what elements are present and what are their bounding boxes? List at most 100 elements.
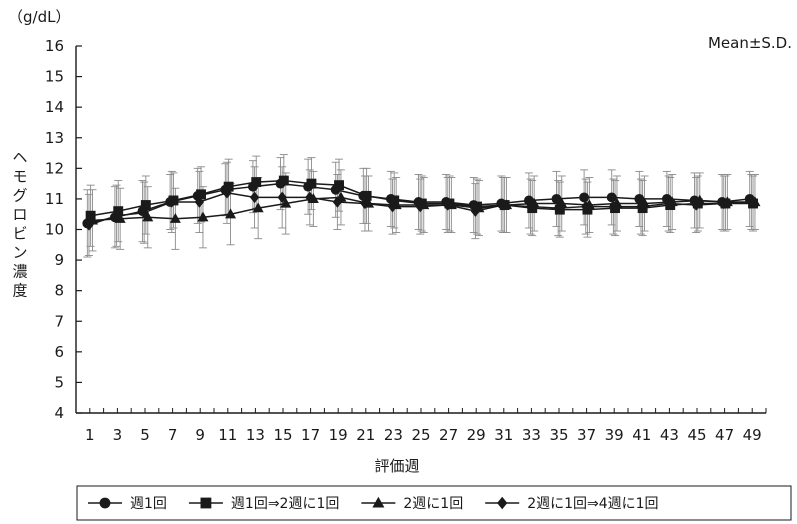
y-tick-label: 4 [54, 404, 64, 422]
x-tick-label: 43 [660, 426, 679, 444]
triangle-marker [225, 208, 237, 219]
x-tick-label: 25 [411, 426, 430, 444]
labels-layer: （g/dL） Mean±S.D. 評価週 [8, 8, 792, 475]
y-tick-label: 8 [54, 282, 64, 300]
x-tick-label: 31 [494, 426, 513, 444]
x-tick-label: 41 [632, 426, 651, 444]
square-marker [306, 178, 317, 189]
y-tick-label: 7 [54, 312, 64, 330]
y-tick-label: 6 [54, 343, 64, 361]
x-tick-label: 5 [140, 426, 150, 444]
legend-label-4: 2週に1回⇒4週に1回 [527, 496, 658, 512]
y-unit-label: （g/dL） [8, 8, 70, 26]
x-tick-label: 49 [743, 426, 762, 444]
diamond-marker [139, 206, 149, 219]
y-tick-label: 5 [54, 373, 64, 391]
triangle-marker [197, 211, 209, 222]
diamond-marker [498, 199, 508, 211]
legend: 週1回 週1回⇒2週に1回 2週に1回 2週に1回⇒4週に1回 [76, 485, 792, 521]
y-axis-label-char: ヘ [12, 149, 27, 167]
circle-marker [99, 497, 111, 509]
x-tick-label: 13 [246, 426, 265, 444]
diamond-marker [691, 199, 701, 211]
y-tick-label: 16 [45, 37, 64, 55]
square-marker [361, 190, 372, 201]
circle-marker [634, 193, 645, 204]
mean-sd-annotation: Mean±S.D. [708, 34, 792, 52]
diamond-marker [719, 197, 729, 210]
y-axis-label-char: 度 [12, 282, 27, 300]
square-marker [113, 206, 124, 217]
y-tick-label: 13 [45, 129, 64, 147]
x-tick-label: 1 [85, 426, 95, 444]
diamond-marker [111, 209, 122, 222]
square-marker [196, 189, 206, 200]
x-tick-label: 33 [522, 426, 541, 444]
square-marker [140, 200, 151, 210]
y-tick-label: 15 [45, 68, 64, 86]
diamond-marker [305, 191, 315, 204]
x-tick-label: 45 [687, 426, 706, 444]
legend-label-2: 週1回⇒2週に1回 [231, 496, 339, 512]
diamond-marker [581, 200, 591, 213]
square-marker [278, 175, 289, 186]
y-tick-label: 10 [45, 221, 64, 239]
diamond-marker [497, 496, 508, 510]
diamond-marker [84, 219, 94, 231]
triangle-marker [142, 211, 154, 222]
y-tick-label: 12 [45, 159, 64, 177]
y-tick-label: 9 [54, 251, 64, 269]
y-axis-label-char: モ [12, 168, 27, 186]
x-tick-label: 9 [195, 426, 205, 444]
diamond-marker [332, 196, 343, 208]
diamond-marker [525, 200, 536, 213]
x-tick-label: 7 [168, 426, 178, 444]
diamond-marker [470, 205, 481, 217]
x-tick-label: 37 [577, 426, 596, 444]
square-marker [334, 180, 344, 191]
diamond-marker [663, 197, 674, 210]
y-axis-label-char: 濃 [12, 263, 27, 281]
triangle-marker [372, 496, 385, 508]
diamond-marker [194, 196, 205, 208]
square-marker [85, 210, 96, 221]
diamond-marker [746, 196, 757, 208]
x-tick-label: 27 [439, 426, 458, 444]
y-tick-label: 11 [45, 190, 64, 208]
circle-marker [551, 193, 562, 204]
x-tick-label: 11 [218, 426, 237, 444]
triangle-marker [252, 202, 264, 213]
diamond-marker [608, 200, 619, 213]
diamond-marker [553, 202, 563, 214]
diamond-marker [636, 200, 646, 213]
series-markers-layer [82, 175, 761, 231]
square-marker [223, 181, 234, 192]
legend-label-1: 週1回 [130, 496, 167, 512]
x-tick-label: 23 [384, 426, 403, 444]
x-tick-label: 17 [301, 426, 320, 444]
diamond-marker [249, 191, 260, 204]
legend-label-3: 2週に1回 [403, 496, 463, 512]
x-tick-label: 47 [715, 426, 734, 444]
square-marker [389, 195, 400, 206]
legend-box [76, 485, 792, 521]
y-axis-label-char: グ [12, 187, 27, 205]
circle-marker [606, 192, 617, 203]
diamond-marker [222, 187, 232, 199]
circle-marker [579, 192, 590, 203]
x-tick-label: 39 [605, 426, 624, 444]
x-axis-label: 評価週 [374, 457, 419, 475]
diamond-marker [277, 191, 287, 204]
square-marker [251, 177, 262, 188]
x-tick-label: 19 [329, 426, 348, 444]
x-tick-label: 3 [113, 426, 123, 444]
diamond-marker [443, 199, 453, 211]
x-tick-label: 15 [273, 426, 292, 444]
y-tick-label: 14 [45, 98, 64, 116]
triangle-marker [169, 213, 181, 223]
y-axis-label-char: ビ [12, 225, 27, 243]
diamond-marker [387, 200, 398, 213]
